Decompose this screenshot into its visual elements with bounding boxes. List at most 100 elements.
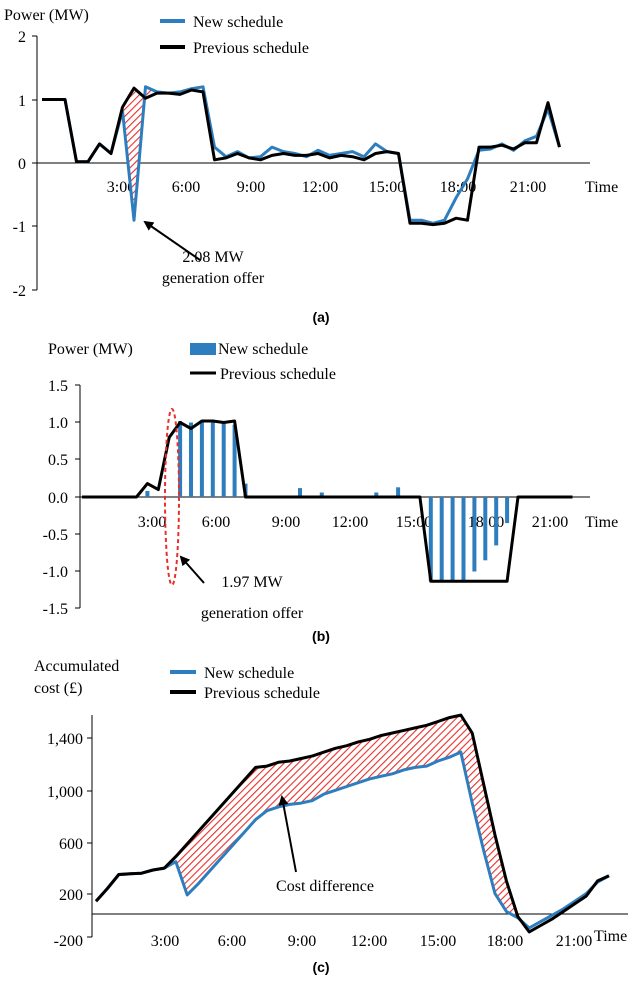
panel-b-xtick-label: 21:00 (532, 514, 568, 531)
panel-b-new-schedule-bar (428, 497, 433, 582)
panel-c-legend-new-label: New schedule (204, 665, 294, 682)
panel-a-ytick-label: 2 (18, 29, 26, 46)
panel-a-annotation-line2: generation offer (162, 270, 265, 287)
panel-c-xtick-label: 12:00 (351, 933, 387, 950)
panel-b-new-schedule-bar (178, 421, 183, 497)
panel-c-caption: (c) (312, 959, 329, 975)
panel-b-xtick-label: 3:00 (138, 514, 166, 531)
panel-a-annotation-arrow (143, 220, 201, 261)
panel-a-ytick-label: 0 (18, 156, 26, 173)
panel-c-xtick-label: 9:00 (288, 933, 316, 950)
panel-b-xtick-label: 12:00 (332, 514, 368, 531)
panel-c-ytick-label: 1,000 (47, 784, 83, 801)
panel-a-xlabel: Time (585, 179, 618, 196)
panel-c-legend-prev-label: Previous schedule (204, 685, 320, 702)
panel-b-highlight-ellipse (164, 408, 180, 586)
panel-b-caption: (b) (312, 628, 330, 644)
panel-a-caption: (a) (312, 309, 329, 325)
panel-b-new-schedule-bar (461, 497, 466, 582)
panel-a-xtick-label: 21:00 (510, 179, 546, 196)
panel-a-xtick-label: 12:00 (302, 179, 338, 196)
panel-a-legend-prev-label: Previous schedule (193, 40, 309, 57)
panel-a-ytick-label: 1 (18, 93, 26, 110)
panel-a-xtick-label: 9:00 (237, 179, 265, 196)
panel-c-ytick-label: 200 (59, 887, 83, 904)
panel-c-legend: New schedule Previous schedule (170, 665, 320, 702)
panel-b-new-schedule-bar (145, 491, 150, 497)
panel-c-xlabel: Time (594, 928, 627, 945)
panel-b-new-schedule-bar (472, 497, 477, 572)
panel-b-annotation-line1: 1.97 MW (221, 574, 283, 591)
panel-a-ytick-label: -2 (13, 283, 26, 300)
panel-c-ylabel-line2: cost (£) (34, 680, 82, 697)
panel-b-ylabel: Power (MW) (48, 341, 133, 358)
panel-b-xtick-label: 9:00 (272, 514, 300, 531)
panel-c-series (94, 713, 610, 934)
panel-a-previous-schedule-line (42, 86, 561, 227)
panel-c-xtick-label: 3:00 (151, 933, 179, 950)
panel-a-series (42, 85, 561, 227)
panel-a-xtick-label: 6:00 (172, 179, 200, 196)
panel-b: Power (MW) New schedule Previous schedul… (43, 341, 619, 644)
panel-c-y-ticks: 1,400 1,000 600 200 -200 (47, 731, 92, 950)
panel-c-xtick-label: 15:00 (420, 933, 456, 950)
panel-c-difference-area (175, 715, 518, 918)
panel-b-new-schedule-bar (319, 492, 324, 497)
panel-b-ytick-label: -1.0 (43, 564, 68, 581)
panel-b-ytick-label: -1.5 (43, 601, 68, 618)
panel-c-xtick-label: 21:00 (556, 933, 592, 950)
panel-b-annotation-arrow (179, 555, 205, 584)
panel-c-x-ticks: 3:00 6:00 9:00 12:00 15:00 18:00 21:00 T… (151, 928, 627, 950)
panel-b-y-ticks: 1.5 1.0 0.5 0.0 -0.5 -1.0 -1.5 (43, 378, 80, 618)
panel-b-new-schedule-bar (232, 424, 237, 497)
panel-b-series (82, 419, 573, 583)
panel-b-xtick-label: 15:00 (396, 514, 432, 531)
panel-b-ytick-label: 0.0 (48, 490, 68, 507)
panel-b-annotation-line2: generation offer (201, 605, 304, 622)
panel-b-new-schedule-bar (189, 422, 193, 497)
panel-b-new-schedule-bar (439, 497, 444, 582)
panel-b-new-schedule-bar (374, 492, 379, 497)
panel-c-annotation-arrow (278, 795, 297, 873)
panel-b-new-schedule-bar (199, 422, 204, 497)
panel-b-new-schedule-bar (298, 488, 302, 497)
panel-b-ytick-label: 1.0 (48, 415, 68, 432)
panel-b-xtick-label: 6:00 (202, 514, 230, 531)
panel-b-bars (145, 421, 510, 582)
panel-a-legend: New schedule Previous schedule (160, 14, 309, 57)
panel-b-new-schedule-bar (494, 497, 499, 546)
panel-b-new-schedule-bar (210, 422, 215, 497)
panel-b-legend-new-swatch (190, 343, 216, 355)
panel-c: Accumulated cost (£) New schedule Previo… (34, 658, 628, 975)
panel-a-ytick-label: -1 (13, 219, 26, 236)
panel-c-xtick-label: 6:00 (218, 933, 246, 950)
panel-a: Power (MW) New schedule Previous schedul… (4, 7, 618, 325)
panel-b-xlabel: Time (585, 514, 618, 531)
panel-b-new-schedule-bar (396, 487, 401, 497)
panel-b-ytick-label: 0.5 (48, 452, 68, 469)
panel-b-new-schedule-bar (505, 497, 510, 524)
panel-a-x-ticks: 3:00 6:00 9:00 12:00 15:00 18:00 21:00 T… (107, 179, 618, 196)
panel-b-new-schedule-bar (483, 497, 488, 561)
panel-c-ytick-label: 600 (59, 836, 83, 853)
panel-c-ytick-label: 1,400 (47, 731, 83, 748)
panel-c-ylabel-line1: Accumulated (34, 658, 119, 675)
panel-c-previous-schedule-line (94, 713, 610, 934)
panel-a-y-ticks: 2 1 0 -1 -2 (13, 29, 37, 300)
panel-c-ytick-label: -200 (54, 933, 83, 950)
panel-b-new-schedule-bar (221, 422, 226, 497)
panel-b-ytick-label: 1.5 (48, 378, 68, 395)
panel-a-xtick-label: 15:00 (369, 179, 405, 196)
panel-b-ytick-label: -0.5 (43, 527, 68, 544)
panel-a-xtick-label: 18:00 (440, 179, 476, 196)
panel-a-annotation-line1: 2.08 MW (182, 249, 244, 266)
panel-b-x-ticks: 3:00 6:00 9:00 12:00 15:00 18:00 21:00 T… (138, 514, 618, 531)
panel-b-legend-new-label: New schedule (218, 341, 308, 358)
panel-c-xtick-label: 18:00 (487, 933, 523, 950)
panel-a-ylabel: Power (MW) (4, 7, 89, 24)
panel-b-legend: New schedule Previous schedule (190, 341, 336, 383)
panel-a-xtick-label: 3:00 (107, 179, 135, 196)
panel-b-new-schedule-bar (450, 497, 455, 582)
panel-b-previous-schedule-line (82, 419, 573, 583)
